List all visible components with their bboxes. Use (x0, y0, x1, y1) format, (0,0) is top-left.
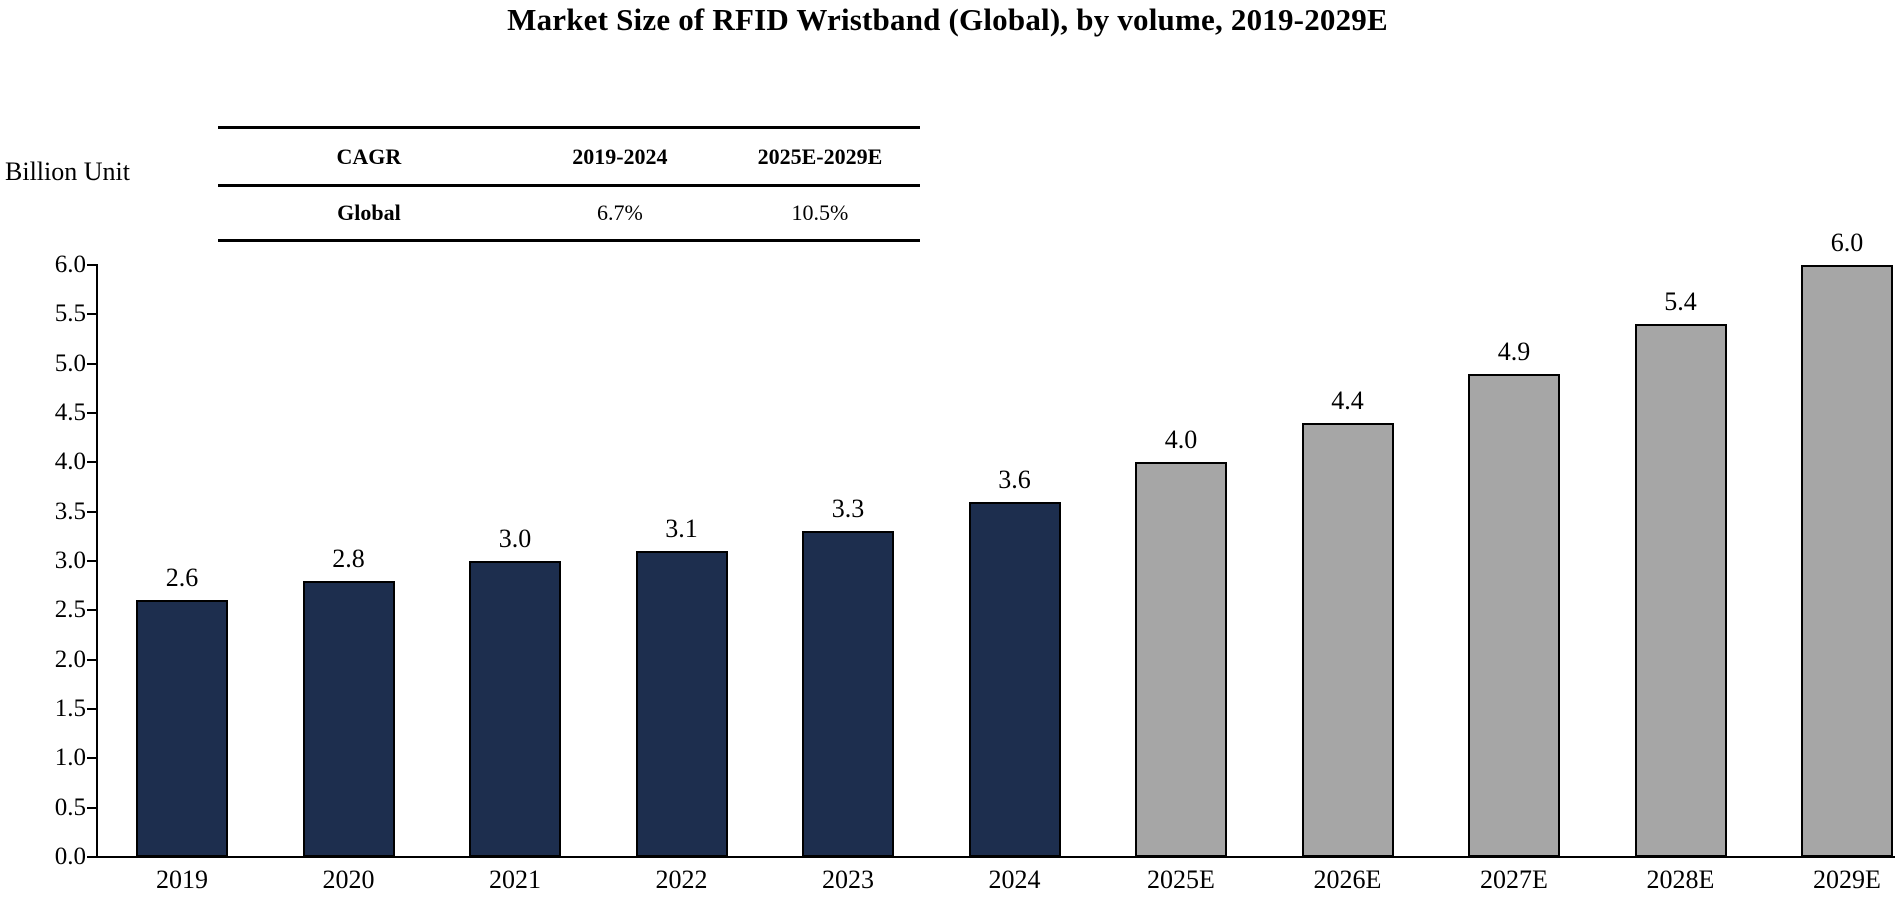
bar-2019 (136, 600, 228, 857)
y-axis-tick-mark (87, 560, 98, 562)
bar-value-label: 4.9 (1497, 337, 1531, 366)
x-axis-tick-label: 2029E (1813, 865, 1881, 894)
bar-value-label: 5.4 (1664, 287, 1697, 316)
cagr-header-period-2: 2025E-2029E (757, 143, 883, 169)
chart-title: Market Size of RFID Wristband (Global), … (507, 2, 1388, 37)
x-axis-tick-label: 2024 (988, 865, 1041, 894)
y-axis-tick-mark (87, 757, 98, 760)
y-axis-tick-label: 0.5 (54, 793, 86, 821)
bar-value-label: 3.6 (998, 465, 1031, 494)
bar-2021 (469, 561, 561, 857)
bar-2022 (635, 551, 728, 857)
bar-2027E (1468, 374, 1560, 857)
bar-value-label: 4.4 (1331, 386, 1364, 415)
bar-value-label: 2.6 (165, 563, 199, 592)
cagr-table-data-row: Global 6.7% 10.5% (218, 186, 920, 241)
y-axis-tick-mark (87, 313, 98, 316)
bar-value-label: 3.3 (831, 494, 865, 523)
y-axis-tick-label: 3.5 (54, 497, 86, 525)
bar-2025E (1135, 462, 1227, 857)
bar-value-label: 2.8 (332, 544, 365, 573)
cagr-value-period-2: 10.5% (791, 200, 849, 225)
y-axis-tick-label: 0.0 (54, 843, 86, 870)
y-axis-tick-label: 2.0 (54, 645, 86, 673)
x-axis-tick-label: 2019 (156, 865, 208, 894)
bar-2023 (802, 531, 894, 857)
x-axis-tick-label: 2025E (1147, 865, 1215, 894)
y-axis-tick-mark (87, 412, 98, 414)
cagr-header-label: CAGR (336, 143, 402, 169)
y-axis-unit-label: Billion Unit (5, 157, 130, 186)
x-axis-tick-label: 2027E (1480, 865, 1548, 894)
x-axis-tick-label: 2028E (1646, 865, 1715, 894)
y-axis-tick-mark (87, 856, 98, 858)
y-axis-tick-mark (87, 362, 98, 365)
y-axis-tick-label: 5.0 (54, 349, 86, 377)
y-axis-tick-mark (87, 264, 98, 266)
x-axis-tick-label: 2026E (1313, 865, 1382, 894)
y-axis-tick-label: 6.0 (54, 251, 86, 278)
bar-2024 (968, 502, 1061, 857)
y-axis-tick-mark (87, 806, 98, 809)
y-axis-tick-label: 1.0 (54, 744, 86, 772)
cagr-row-label: Global (337, 200, 401, 225)
bar-value-label: 6.0 (1830, 228, 1864, 257)
y-axis-tick-label: 4.5 (54, 399, 86, 426)
y-axis-tick-mark (87, 708, 98, 710)
y-axis-tick-label: 2.5 (54, 596, 86, 624)
y-axis-tick-mark (87, 658, 98, 661)
x-axis-tick-label: 2020 (322, 865, 375, 894)
bar-value-label: 3.1 (665, 514, 698, 543)
bar-2020 (302, 581, 395, 857)
x-axis-tick-label: 2022 (655, 865, 708, 894)
y-axis-line (96, 264, 98, 858)
x-axis-tick-label: 2021 (489, 865, 541, 894)
y-axis-tick-mark (87, 609, 98, 612)
y-axis-tick-mark (87, 461, 98, 464)
y-axis-tick-label: 4.0 (54, 448, 86, 476)
y-axis-tick-mark (87, 510, 98, 513)
y-axis-tick-label: 1.5 (54, 695, 86, 722)
bar-value-label: 3.0 (498, 524, 532, 553)
bar-value-label: 4.0 (1164, 425, 1198, 454)
cagr-table: CAGR 2019-2024 2025E-2029E Global 6.7% 1… (218, 126, 920, 242)
bar-2028E (1634, 324, 1727, 857)
x-axis-tick-label: 2023 (822, 865, 874, 894)
cagr-header-period-1: 2019-2024 (572, 143, 668, 169)
cagr-value-period-1: 6.7% (596, 200, 643, 225)
bar-2029E (1801, 265, 1893, 857)
y-axis-tick-label: 3.0 (54, 547, 86, 574)
cagr-table-header-row: CAGR 2019-2024 2025E-2029E (218, 128, 920, 186)
x-axis-line (96, 856, 1895, 858)
y-axis-tick-label: 5.5 (54, 300, 86, 328)
bar-2026E (1301, 423, 1394, 857)
